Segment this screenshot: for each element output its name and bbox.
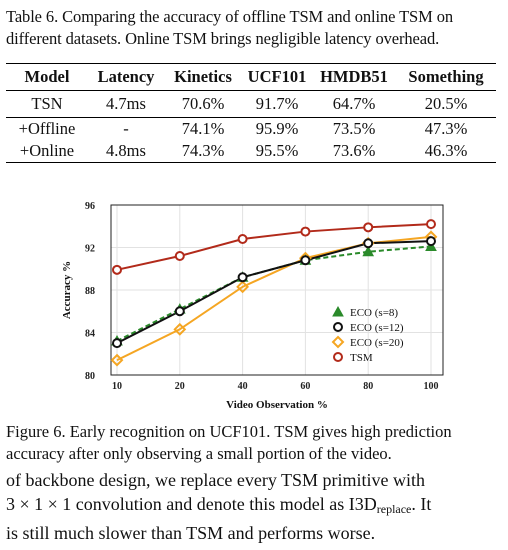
data-point — [300, 255, 311, 266]
table-cell: 95.9% — [255, 119, 299, 138]
legend-label: ECO (s=20) — [350, 337, 404, 349]
table-cell: +Offline — [18, 119, 76, 138]
body-line: is still much slower than TSM and perfor… — [6, 523, 376, 543]
header-cell: Model — [6, 63, 88, 91]
table-cell: 47.3% — [424, 119, 468, 138]
table-header-row: Model Latency Kinetics UCF101 HMDB51 Som… — [6, 63, 496, 91]
data-point — [112, 338, 122, 349]
table-cell: TSN — [6, 90, 88, 118]
series-line — [116, 240, 432, 345]
body-subscript: replace — [376, 502, 412, 516]
data-point — [174, 251, 185, 261]
data-point — [362, 245, 375, 257]
table-row: TSN 4.7ms 70.6% 91.7% 64.7% 20.5% — [6, 90, 496, 118]
data-point — [173, 322, 187, 336]
data-point — [363, 222, 374, 233]
x-tick-label: 20 — [175, 381, 185, 392]
table-cell: 73.6% — [312, 140, 396, 163]
data-point — [236, 280, 250, 294]
data-point — [300, 226, 311, 237]
data-point — [426, 219, 436, 230]
table-row: +Offline - 74.1% 95.9% 73.5% 47.3% — [6, 118, 496, 141]
y-tick-label: 80 — [85, 371, 95, 382]
data-point — [426, 236, 436, 247]
x-tick-label: 80 — [363, 381, 373, 392]
results-table: Model Latency Kinetics UCF101 HMDB51 Som… — [6, 63, 496, 163]
data-point — [112, 264, 122, 275]
table-cell: 95.5% — [242, 140, 312, 163]
accuracy-chart: 80 84 88 92 96 10 20 40 60 80 100 Video Observation… — [61, 201, 444, 411]
table-cell: 74.1% — [181, 119, 225, 138]
series-line — [116, 223, 432, 271]
data-point — [237, 272, 248, 283]
table-cell: +Online — [6, 140, 88, 163]
table-cell: 46.3% — [396, 140, 496, 163]
legend-marker — [332, 305, 344, 317]
table-cell: - — [123, 119, 129, 138]
plot-frame — [110, 204, 444, 376]
table-row: +Online 4.8ms 74.3% 95.5% 73.6% 46.3% — [6, 140, 496, 163]
legend-label: ECO (s=12) — [350, 322, 404, 334]
legend-label: TSM — [350, 352, 373, 364]
header-cell: UCF101 — [242, 63, 312, 91]
table-cell: 70.6% — [164, 90, 242, 118]
legend-label: ECO (s=8) — [350, 307, 398, 319]
x-axis-label: Video Observation % — [226, 399, 328, 411]
data-point — [110, 353, 124, 367]
body-line-text: 3 × 1 × 1 convolution and denote this mo… — [6, 494, 377, 514]
legend-marker — [333, 352, 343, 362]
y-tick-label: 96 — [85, 201, 95, 212]
data-point — [174, 306, 185, 317]
chart-container: 80 84 88 92 96 10 20 40 60 80 100 Video Observation… — [0, 190, 508, 420]
y-tick-label: 84 — [85, 329, 95, 340]
table-cell: 74.3% — [164, 140, 242, 163]
figure-caption: Figure 6. Early recognition on UCF101. T… — [6, 422, 452, 463]
table-cell: 73.5% — [332, 119, 376, 138]
y-axis-label: Accuracy % — [61, 261, 73, 319]
header-cell: Latency — [88, 63, 164, 91]
x-tick-label: 40 — [238, 381, 248, 392]
body-line-text: . It — [411, 494, 432, 514]
table-caption: Table 6. Comparing the accuracy of offli… — [6, 7, 454, 48]
header-cell: Something — [396, 63, 496, 91]
table-cell: 91.7% — [242, 90, 312, 118]
body-paragraph: of backbone design, we replace every TSM… — [6, 468, 504, 545]
x-tick-label: 60 — [300, 381, 310, 392]
y-tick-label: 88 — [85, 286, 95, 297]
body-line: of backbone design, we replace every TSM… — [6, 470, 426, 490]
header-cell: HMDB51 — [312, 63, 396, 91]
table-cell: 64.7% — [312, 90, 396, 118]
data-point — [363, 238, 374, 249]
data-point — [237, 234, 248, 244]
x-tick-label: 100 — [424, 381, 439, 392]
legend-marker — [331, 335, 345, 349]
header-cell: Kinetics — [164, 63, 242, 91]
legend-marker — [333, 322, 343, 332]
body-line: 3 × 1 × 1 convolution and denote this mo… — [6, 492, 504, 521]
table-cell: 4.7ms — [88, 90, 164, 118]
series-line — [116, 245, 432, 342]
table-cell: 4.8ms — [88, 140, 164, 163]
x-tick-label: 10 — [112, 381, 122, 392]
table-cell: 20.5% — [396, 90, 496, 118]
y-tick-label: 92 — [85, 244, 95, 255]
